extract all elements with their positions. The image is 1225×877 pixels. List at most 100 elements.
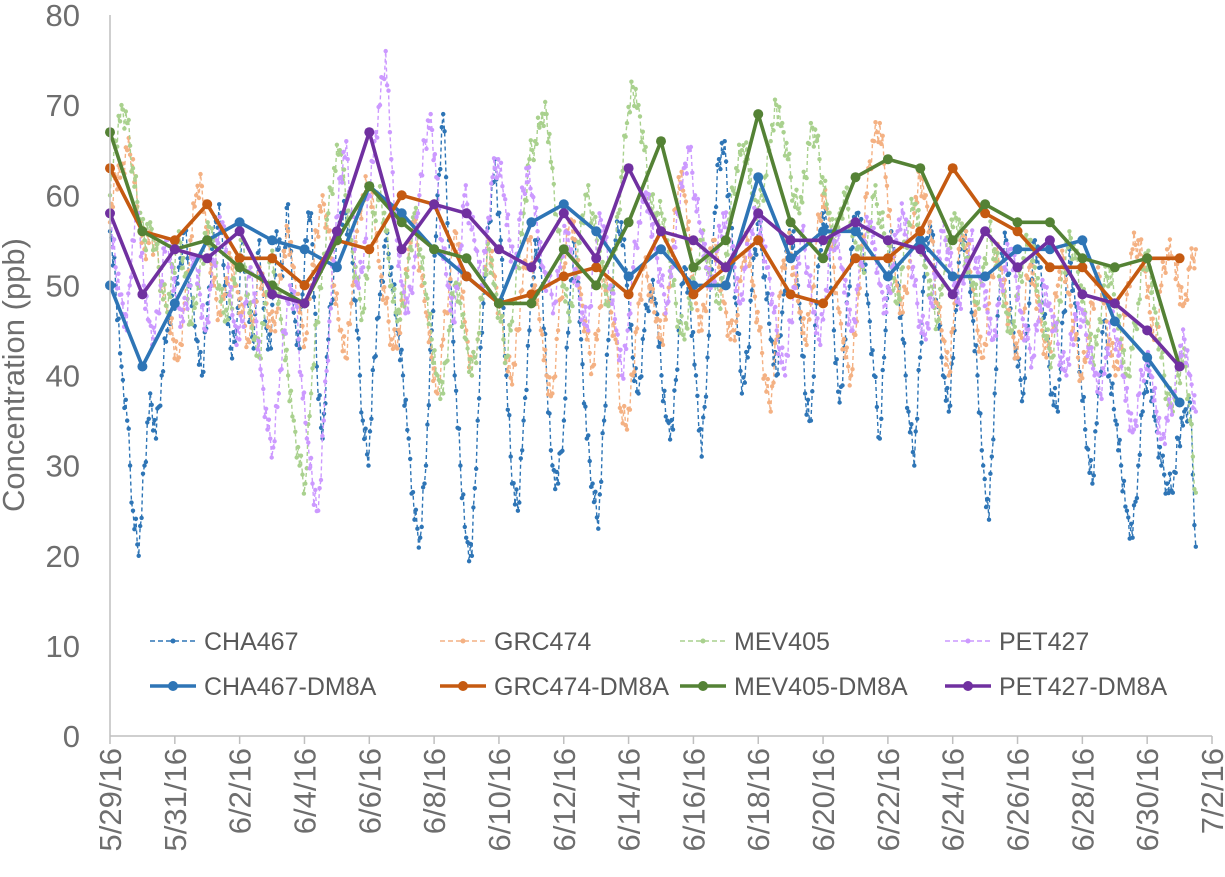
data-point-cha467 <box>1151 414 1157 419</box>
data-point-grc474 <box>532 283 538 288</box>
data-point-mev405 <box>308 391 314 396</box>
data-point-cha467 <box>745 355 750 360</box>
data-point-grc474 <box>321 202 327 207</box>
data-point-cha467 <box>326 337 331 342</box>
data-point-pet427-dm8a <box>169 244 180 255</box>
data-point-mev405 <box>318 285 324 291</box>
data-point-grc474 <box>376 258 381 264</box>
data-point-grc474 <box>1067 292 1072 297</box>
data-point-cha467-dm8a <box>396 208 407 219</box>
data-point-mev405 <box>617 207 623 212</box>
data-point-cha467 <box>165 328 170 333</box>
data-point-grc474 <box>554 336 559 342</box>
data-point-pet427 <box>943 238 948 243</box>
data-point-cha467 <box>452 373 457 378</box>
data-point-mev405 <box>913 201 918 206</box>
data-point-cha467 <box>1085 447 1091 452</box>
data-point-pet427 <box>661 292 667 297</box>
data-point-mev405 <box>359 317 364 323</box>
data-point-mev405 <box>633 86 638 92</box>
data-point-mev405 <box>218 299 223 304</box>
data-point-mev405 <box>357 296 363 302</box>
data-point-mev405 <box>474 360 479 366</box>
data-point-mev405 <box>295 444 301 450</box>
data-point-cha467 <box>520 448 525 453</box>
data-point-pet427 <box>888 290 893 296</box>
data-point-cha467 <box>805 397 811 402</box>
data-point-mev405 <box>785 157 791 162</box>
data-point-pet427 <box>363 236 369 241</box>
data-point-mev405 <box>623 134 628 139</box>
data-point-pet427 <box>694 209 699 214</box>
data-point-pet427 <box>778 360 784 365</box>
legend-marker-grc474 <box>460 638 466 644</box>
data-point-mev405 <box>1047 346 1052 351</box>
data-point-grc474 <box>883 175 888 180</box>
data-point-cha467 <box>736 331 742 337</box>
y-tick-label: 40 <box>46 359 80 394</box>
data-point-cha467 <box>359 410 364 415</box>
data-point-cha467 <box>705 355 710 360</box>
data-point-pet427 <box>986 331 992 336</box>
data-point-pet427 <box>996 301 1002 306</box>
data-point-cha467 <box>948 403 953 408</box>
data-point-pet427 <box>275 404 280 410</box>
data-point-mev405 <box>435 373 440 378</box>
data-point-pet427 <box>143 306 148 311</box>
data-point-mev405 <box>313 322 318 328</box>
data-point-cha467 <box>291 310 296 315</box>
data-point-cha467 <box>439 125 444 130</box>
data-point-pet427 <box>840 267 845 272</box>
data-point-mev405 <box>894 301 900 306</box>
data-point-grc474 <box>599 303 604 309</box>
data-point-cha467-dm8a <box>656 244 666 255</box>
data-point-grc474 <box>349 301 354 306</box>
data-point-grc474 <box>1114 359 1120 364</box>
data-point-mev405 <box>981 265 986 270</box>
data-point-pet427 <box>415 211 421 216</box>
data-point-pet427 <box>733 288 739 293</box>
data-point-cha467 <box>590 481 595 486</box>
data-point-cha467 <box>972 349 977 354</box>
data-point-pet427 <box>127 283 132 288</box>
data-point-pet427 <box>413 254 418 259</box>
data-point-pet427 <box>469 227 474 232</box>
data-point-cha467 <box>864 292 870 297</box>
data-point-mev405 <box>291 418 296 423</box>
data-point-grc474 <box>685 227 690 232</box>
data-point-mev405 <box>844 185 849 190</box>
data-point-pet427 <box>490 175 495 180</box>
data-point-mev405 <box>412 211 417 216</box>
data-point-cha467 <box>308 211 314 216</box>
data-point-pet427 <box>766 265 771 270</box>
data-point-grc474 <box>768 409 773 414</box>
data-point-grc474 <box>991 275 996 280</box>
data-point-cha467 <box>907 430 913 435</box>
data-point-pet427 <box>228 285 234 290</box>
data-point-mev405 <box>1034 288 1039 293</box>
data-point-cha467 <box>831 328 837 333</box>
data-point-mev405 <box>1136 301 1141 306</box>
data-point-pet427 <box>1100 366 1106 371</box>
data-point-mev405 <box>438 396 443 402</box>
data-point-mev405-dm8a <box>785 217 796 228</box>
legend-marker-pet427-dm8a <box>963 681 973 691</box>
data-point-mev405 <box>303 481 308 486</box>
data-point-mev405 <box>364 276 370 281</box>
data-point-pet427 <box>320 433 325 439</box>
data-point-pet427 <box>269 455 274 460</box>
data-point-mev405 <box>466 369 472 375</box>
data-point-cha467 <box>629 322 634 328</box>
data-point-grc474 <box>581 329 587 334</box>
y-tick-label: 10 <box>46 629 80 664</box>
data-point-pet427 <box>377 102 383 108</box>
data-point-mev405 <box>719 276 724 281</box>
data-point-grc474 <box>767 400 772 405</box>
data-point-pet427 <box>1081 319 1086 324</box>
data-point-pet427 <box>406 310 411 315</box>
data-point-mev405 <box>564 286 569 292</box>
data-point-cha467 <box>318 425 324 430</box>
data-point-mev405 <box>270 248 275 253</box>
data-point-mev405 <box>194 301 199 306</box>
data-point-grc474 <box>383 301 388 306</box>
